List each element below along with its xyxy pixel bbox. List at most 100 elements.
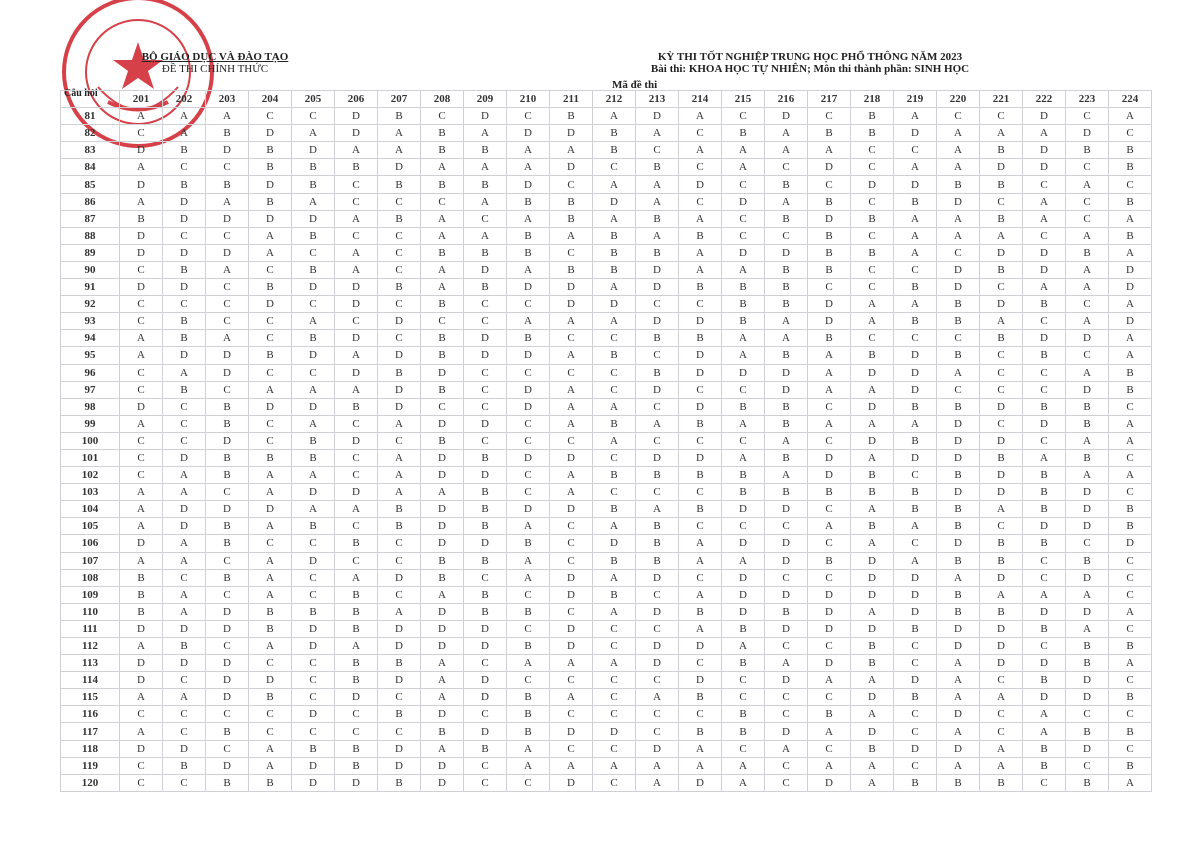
answer-cell: C (1108, 175, 1152, 194)
answer-cell: D (420, 619, 464, 639)
question-number: 88 (60, 226, 120, 245)
answer-cell: A (979, 500, 1023, 519)
answer-cell: D (678, 773, 722, 792)
answer-cell: A (807, 722, 851, 741)
answer-cell: D (334, 278, 378, 297)
answer-cell: A (764, 141, 808, 160)
table-row: 108 B C B A C A D B C A D A D C D C C D D A D C D C (60, 568, 1152, 587)
answer-cell: D (1065, 329, 1109, 348)
answer-cell: B (1065, 636, 1109, 656)
answer-cell: C (635, 346, 679, 365)
exam-code-header: 213 (635, 89, 679, 109)
exam-code-header: 207 (377, 89, 421, 109)
answer-cell: A (678, 107, 722, 126)
answer-cell: A (1022, 192, 1066, 211)
answer-cell: C (119, 312, 163, 331)
question-number: 103 (60, 483, 120, 502)
answer-cell: A (850, 705, 894, 724)
answer-cell: B (764, 346, 808, 365)
answer-cell: D (248, 209, 292, 228)
answer-cell: A (1108, 243, 1152, 262)
answer-cell: D (1022, 654, 1066, 673)
answer-cell: C (377, 688, 421, 707)
question-number: 95 (60, 346, 120, 365)
answer-cell: B (764, 397, 808, 416)
answer-cell: A (506, 551, 550, 570)
answer-cell: A (893, 517, 937, 536)
answer-cell: A (721, 551, 765, 570)
answer-cell: C (678, 295, 722, 314)
answer-cell: D (119, 175, 163, 194)
answer-cell: C (893, 756, 937, 775)
answer-cell: A (678, 585, 722, 604)
answer-cell: D (1065, 671, 1109, 690)
answer-cell: B (1108, 192, 1152, 211)
answer-cell: C (334, 448, 378, 468)
table-row: 97 C B C A A A D B C D A C D C C D A A D C C C D B (60, 380, 1152, 399)
answer-cell: A (334, 500, 378, 519)
answer-cell: A (549, 466, 593, 485)
answer-cell: A (936, 209, 980, 228)
answer-cell: D (205, 671, 249, 690)
table-row: 98 D C B D D B D C C D A A C D B B C D B B D B B C (60, 397, 1152, 416)
answer-cell: D (463, 329, 507, 348)
answer-cell: C (162, 773, 206, 792)
answer-cell: B (893, 483, 937, 502)
answer-cell: B (1108, 226, 1152, 245)
answer-cell: A (721, 260, 765, 280)
answer-cell: B (420, 295, 464, 314)
answer-cell: A (979, 688, 1023, 707)
answer-cell: B (936, 466, 980, 485)
answer-cell: C (807, 636, 851, 656)
answer-cell: A (334, 380, 378, 399)
answer-cell: A (1108, 295, 1152, 314)
answer-cell: D (850, 722, 894, 741)
answer-cell: A (592, 756, 636, 775)
answer-cell: A (635, 500, 679, 519)
table-row: 120 C C B B D D B D C C D C A D A C D A B B B C B A (60, 773, 1152, 792)
answer-cell: D (1108, 260, 1152, 280)
answer-cell: D (506, 346, 550, 365)
answer-cell: C (1108, 124, 1152, 143)
question-number: 99 (60, 414, 120, 433)
answer-cell: B (936, 773, 980, 792)
answer-cell: A (420, 671, 464, 690)
answer-cell: D (291, 773, 335, 792)
answer-cell: B (205, 773, 249, 792)
answer-cell: A (850, 448, 894, 468)
answer-cell: C (721, 175, 765, 194)
answer-cell: C (936, 107, 980, 126)
question-number: 90 (60, 260, 120, 280)
question-number: 117 (60, 722, 120, 741)
answer-cell: C (1108, 568, 1152, 587)
answer-cell: A (721, 158, 765, 177)
exam-code-header: 204 (248, 89, 292, 109)
answer-cell: A (420, 739, 464, 758)
answer-cell: C (1108, 585, 1152, 604)
answer-cell: C (506, 671, 550, 690)
answer-cell: A (1065, 363, 1109, 382)
answer-cell: D (119, 243, 163, 262)
answer-cell: B (936, 602, 980, 621)
answer-cell: B (420, 722, 464, 741)
answer-cell: B (807, 705, 851, 724)
answer-cell: D (979, 397, 1023, 416)
answer-cell: D (463, 636, 507, 656)
answer-cell: D (893, 671, 937, 690)
answer-cell: D (334, 363, 378, 382)
answer-cell: D (678, 448, 722, 468)
answer-cell: C (463, 312, 507, 331)
answer-cell: D (893, 346, 937, 365)
answer-cell: D (420, 773, 464, 792)
answer-cell: C (1065, 705, 1109, 724)
answer-cell: D (463, 107, 507, 126)
question-number: 96 (60, 363, 120, 382)
answer-cell: B (205, 466, 249, 485)
answer-cell: B (635, 363, 679, 382)
answer-cell: D (979, 431, 1023, 450)
answer-cell: D (1022, 243, 1066, 262)
answer-cell: D (549, 585, 593, 604)
answer-cell: D (1065, 124, 1109, 143)
answer-cell: C (979, 363, 1023, 382)
answer-cell: B (506, 636, 550, 656)
